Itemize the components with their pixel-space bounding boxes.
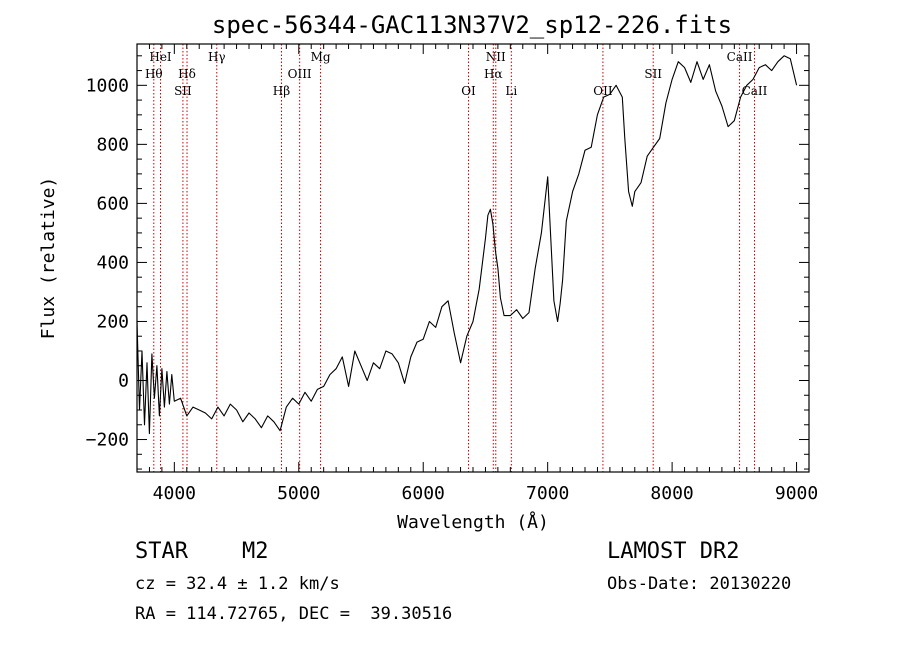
observation-date: Obs-Date: 20130220 (607, 574, 792, 594)
line-marker-label: Mg (311, 50, 331, 64)
chart-title: spec-56344-GAC113N37V2_sp12-226.fits (212, 11, 732, 39)
line-marker-label: OII (593, 84, 613, 98)
x-tick-label: 8000 (650, 483, 693, 504)
x-axis-label: Wavelength (Å) (397, 511, 549, 533)
y-tick-label: −200 (86, 430, 129, 451)
line-marker-label: Li (505, 84, 517, 98)
line-marker-label: CaII (742, 84, 768, 98)
redshift-readout: cz = 32.4 ± 1.2 km/s (135, 574, 340, 594)
line-marker-label: Hδ (178, 67, 196, 81)
line-marker-label: Hγ (208, 50, 226, 64)
y-tick-label: 0 (118, 370, 129, 391)
object-class: STAR (135, 539, 188, 564)
x-tick-label: 7000 (526, 483, 569, 504)
line-marker-label: SII (174, 84, 192, 98)
x-tick-label: 4000 (153, 483, 196, 504)
x-tick-label: 9000 (775, 483, 818, 504)
coordinates-readout: RA = 114.72765, DEC = 39.30516 (135, 604, 453, 624)
line-marker-label: Hα (484, 67, 503, 81)
x-tick-label: 6000 (402, 483, 445, 504)
plot-frame (136, 43, 810, 473)
axis-ticks (136, 44, 810, 472)
line-marker-label: CaII (727, 50, 753, 64)
spectrum-chart: spec-56344-GAC113N37V2_sp12-226.fits HeI… (38, 11, 819, 533)
line-marker-label: OIII (288, 67, 312, 81)
y-tick-label: 400 (96, 252, 129, 273)
line-marker-label: Hβ (273, 84, 290, 98)
y-tick-labels: −200 0 200 400 600 800 1000 (86, 75, 129, 450)
x-tick-labels: 4000 5000 6000 7000 8000 9000 (153, 483, 819, 504)
y-tick-label: 800 (96, 134, 129, 155)
spectrum-line (136, 55, 798, 435)
line-marker-label: SII (644, 67, 662, 81)
y-tick-label: 1000 (86, 75, 129, 96)
y-tick-label: 200 (96, 311, 129, 332)
x-tick-label: 5000 (277, 483, 320, 504)
line-marker-label: OI (461, 84, 476, 98)
line-marker-label: Hθ (145, 67, 163, 81)
line-marker-label: NII (486, 50, 506, 64)
line-marker-label: HeI (149, 50, 172, 64)
y-tick-label: 600 (96, 193, 129, 214)
y-axis-label: Flux (relative) (38, 177, 59, 340)
survey-name: LAMOST DR2 (607, 539, 740, 564)
object-subclass: M2 (242, 539, 269, 564)
